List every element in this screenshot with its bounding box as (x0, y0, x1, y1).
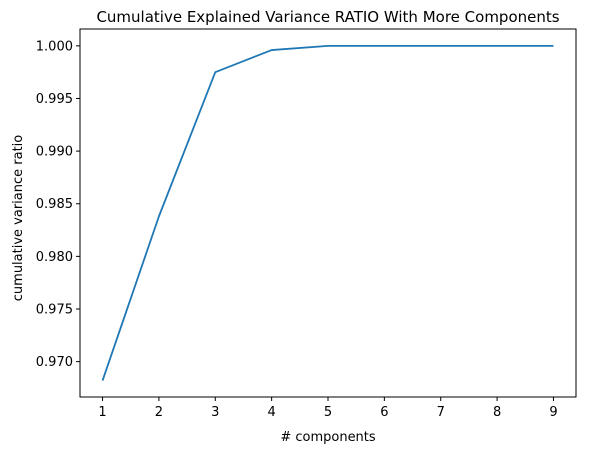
y-tick-label: 0.990 (36, 145, 73, 160)
y-tick-label: 0.980 (36, 250, 73, 265)
y-tick-label: 0.995 (36, 92, 73, 107)
y-tick-label: 0.985 (36, 197, 73, 212)
plot-area (101, 44, 554, 381)
chart-title: Cumulative Explained Variance RATIO With… (96, 8, 559, 26)
x-tick-label: 3 (211, 405, 219, 420)
x-axis-label: # components (280, 430, 376, 445)
x-tick-label: 7 (437, 405, 445, 420)
x-tick-label: 9 (549, 405, 557, 420)
y-axis-ticks: 0.970 0.975 0.980 0.985 0.990 0.995 1.000 (36, 39, 80, 370)
x-tick-label: 2 (155, 405, 163, 420)
x-tick-label: 5 (324, 405, 332, 420)
plot-frame (79, 28, 577, 398)
y-tick-label: 0.975 (36, 303, 73, 318)
x-axis-ticks: 1 2 3 4 5 6 7 8 9 (98, 397, 558, 420)
y-tick-label: 0.970 (36, 355, 73, 370)
x-tick-label: 1 (98, 405, 106, 420)
x-tick-label: 6 (380, 405, 388, 420)
x-tick-label: 4 (267, 405, 275, 420)
y-axis-label: cumulative variance ratio (11, 135, 26, 302)
x-tick-label: 8 (493, 405, 501, 420)
series-line (101, 44, 554, 381)
y-tick-label: 1.000 (36, 39, 73, 54)
